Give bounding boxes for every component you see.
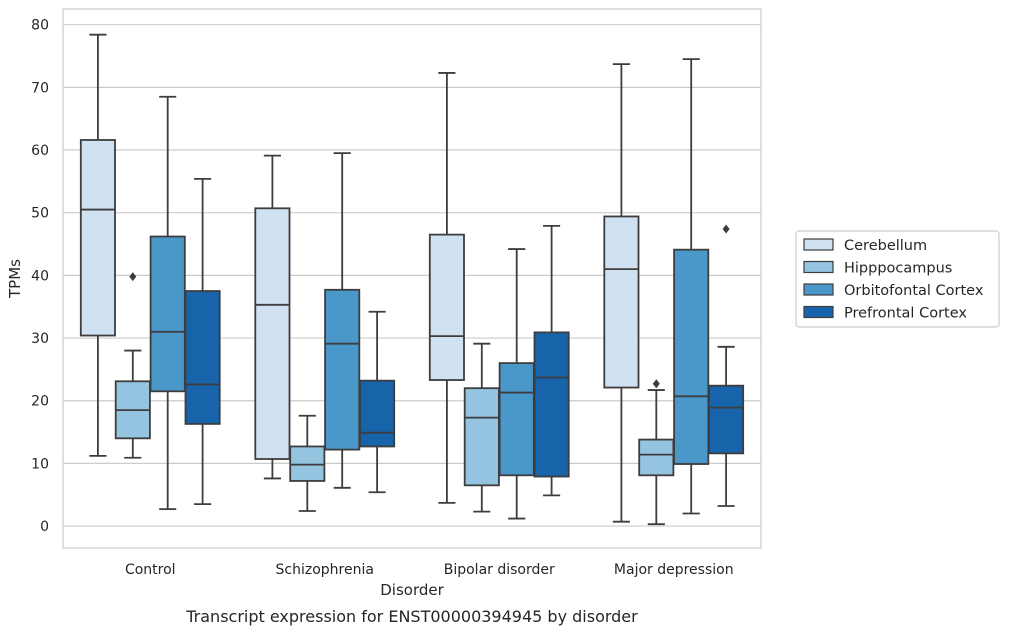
iqr-box: [324, 288, 361, 451]
iqr-box: [673, 248, 710, 465]
iqr-box: [254, 207, 291, 460]
y-tick-label: 60: [31, 143, 49, 159]
y-axis-ticks: 0 10 20 30 40 50 60 70 80: [31, 18, 49, 535]
x-tick-label: Schizophrenia: [276, 562, 374, 578]
legend-swatch: [803, 238, 834, 251]
iqr-box: [638, 438, 675, 477]
box-orbitofontal-cortex-major-depression: [673, 58, 710, 515]
legend-label: Orbitofontal Cortex: [844, 283, 984, 299]
iqr-box: [359, 379, 396, 448]
iqr-box: [428, 233, 465, 381]
x-tick-label: Major depression: [614, 562, 734, 578]
iqr-box: [79, 139, 116, 337]
box-orbitofontal-cortex-bipolar-disorder: [498, 248, 535, 520]
legend-label: Hipppocampus: [844, 261, 952, 277]
y-tick-label: 70: [31, 80, 49, 96]
box-cerebellum-schizophrenia: [254, 154, 291, 480]
iqr-box: [289, 445, 326, 482]
legend-label: Prefrontal Cortex: [844, 306, 967, 322]
x-tick-label: Control: [125, 562, 176, 578]
iqr-box: [603, 215, 640, 389]
legend: Cerebellum Hipppocampus Orbitofontal Corte…: [795, 230, 1000, 328]
box-hipppocampus-major-depression: [638, 379, 675, 526]
figure-caption: Transcript expression for ENST0000039494…: [185, 607, 638, 626]
box-cerebellum-major-depression: [603, 63, 640, 523]
y-tick-label: 80: [31, 18, 49, 34]
box-hipppocampus-control: [114, 272, 151, 459]
y-axis-label: TPMs: [6, 259, 24, 299]
legend-label: Cerebellum: [844, 238, 927, 254]
y-tick-label: 0: [40, 519, 49, 535]
box-hipppocampus-schizophrenia: [289, 414, 326, 512]
iqr-box: [708, 384, 745, 455]
iqr-box: [498, 362, 535, 477]
legend-swatch: [803, 305, 834, 319]
y-tick-label: 20: [31, 394, 49, 410]
iqr-box: [184, 290, 221, 425]
y-tick-label: 10: [31, 456, 49, 472]
iqr-box: [533, 331, 570, 478]
box-prefrontal-cortex-bipolar-disorder: [533, 224, 570, 497]
x-tick-label: Bipolar disorder: [444, 562, 555, 578]
iqr-box: [463, 387, 500, 487]
box-prefrontal-cortex-schizophrenia: [359, 310, 396, 494]
box-hipppocampus-bipolar-disorder: [463, 342, 500, 513]
outlier-point: [129, 272, 137, 282]
legend-swatch: [803, 283, 834, 296]
legend-swatch: [803, 260, 834, 274]
plot-frame: [62, 8, 762, 549]
x-axis-ticks: Control Schizophrenia Bipolar disorder Majo…: [125, 562, 734, 578]
box-cerebellum-control: [79, 33, 116, 457]
outlier-point: [652, 379, 660, 389]
box-orbitofontal-cortex-schizophrenia: [324, 152, 361, 489]
outlier-point: [722, 224, 730, 234]
y-tick-label: 30: [31, 331, 49, 347]
iqr-box: [149, 235, 186, 393]
box-prefrontal-cortex-control: [184, 177, 221, 506]
box-prefrontal-cortex-major-depression: [708, 224, 745, 507]
x-axis-label: Disorder: [380, 581, 444, 599]
legend-frame: [795, 230, 1000, 328]
box-groups: [79, 33, 745, 526]
box-orbitofontal-cortex-control: [149, 95, 186, 511]
y-tick-label: 50: [31, 206, 49, 222]
y-tick-label: 40: [31, 268, 49, 284]
box-cerebellum-bipolar-disorder: [428, 72, 465, 504]
